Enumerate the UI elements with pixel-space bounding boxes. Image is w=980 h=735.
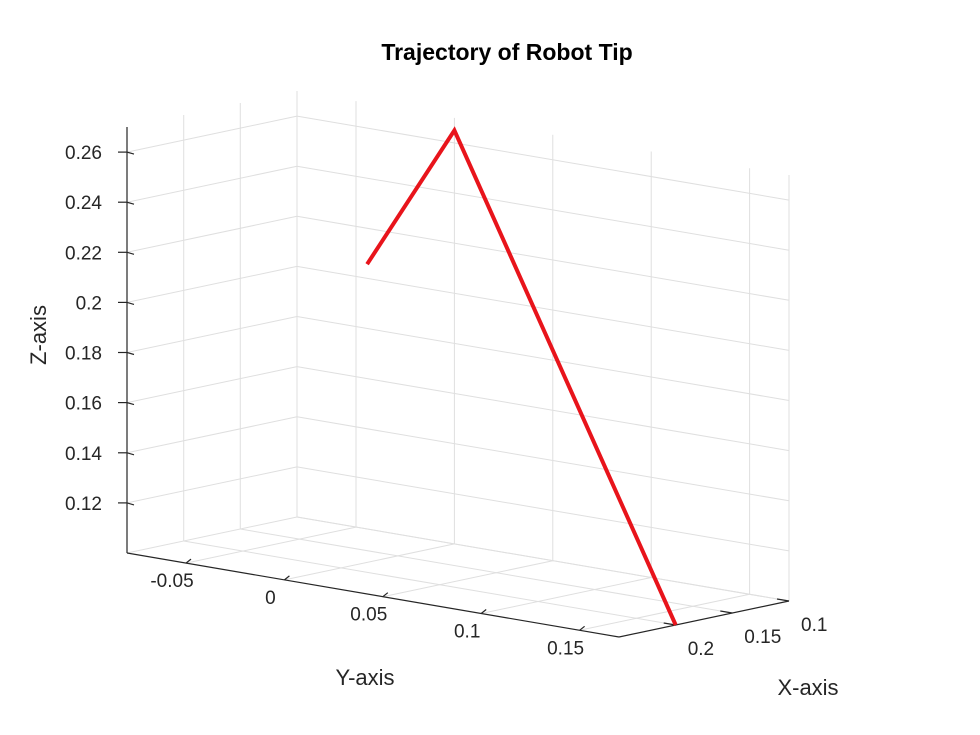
z-tick-mark (126, 351, 135, 356)
z-gridline (296, 165, 790, 251)
z-tick-label: 0.22 (65, 243, 102, 264)
z-gridline (126, 265, 298, 303)
x-tick-mark (720, 610, 733, 614)
y-gridline (481, 577, 652, 614)
z-tick-mark (126, 251, 135, 255)
y-axis-label: Y-axis (335, 665, 394, 690)
z-gridline (126, 165, 298, 203)
z-tick-label: 0.18 (65, 344, 102, 365)
x-tick-mark (776, 598, 790, 602)
z-tick-mark (126, 151, 135, 155)
z-tick-label: 0.14 (65, 444, 102, 465)
floor-back-edge (296, 516, 790, 602)
y-gridline (579, 593, 750, 631)
y-tick-mark (579, 625, 585, 631)
x-tick-label: 0.2 (688, 639, 714, 660)
x-axis-line (618, 600, 790, 638)
y-gridline (185, 526, 357, 564)
z-gridline (126, 115, 298, 153)
x-tick-label: 0.1 (801, 615, 827, 636)
y-axis-line (126, 552, 620, 638)
z-axis-label: Z-axis (26, 305, 51, 365)
z-tick-label: 0.2 (76, 293, 102, 314)
z-gridline (126, 366, 298, 404)
y-tick-mark (284, 575, 290, 581)
trajectory-line (365, 126, 678, 626)
axes-box (118, 127, 790, 638)
x-tick-label: 0.15 (744, 627, 781, 648)
z-tick-mark (126, 201, 135, 205)
series-layer (365, 126, 678, 626)
x-gridline (183, 540, 676, 626)
z-tick-label: 0.24 (65, 193, 102, 214)
y-tick-label: 0.05 (350, 605, 387, 626)
tick-labels: 0.12 0.14 0.16 0.18 0.2 0.22 0.24 0.26 -0.05 0 0.0… (65, 143, 827, 660)
z-tick-mark (126, 402, 135, 406)
y-tick-label: 0 (265, 588, 276, 609)
y-gridline (284, 543, 455, 581)
z-gridline (296, 416, 790, 502)
grid-lines (126, 91, 790, 631)
z-tick-mark (126, 452, 135, 456)
y-tick-label: 0.1 (454, 622, 480, 643)
z-tick-mark (126, 301, 135, 305)
y-tick-mark (480, 609, 487, 614)
y-gridline (382, 560, 553, 598)
z-gridline (126, 215, 298, 253)
x-gridline (240, 528, 733, 614)
x-axis-label: X-axis (777, 675, 838, 700)
z-tick-mark (126, 502, 135, 506)
z-gridline (296, 215, 790, 301)
y-tick-label: 0.15 (547, 638, 584, 659)
z-gridline (296, 366, 790, 452)
y-tick-label: -0.05 (150, 571, 193, 592)
z-tick-label: 0.16 (65, 394, 102, 415)
z-gridline (296, 115, 790, 201)
z-gridline (296, 265, 790, 351)
z-gridline (296, 316, 790, 401)
z-tick-label: 0.12 (65, 494, 102, 515)
z-tick-label: 0.26 (65, 143, 102, 164)
chart-title: Trajectory of Robot Tip (381, 39, 632, 65)
z-gridline (126, 316, 298, 353)
z-gridline (126, 416, 298, 454)
z-gridline (296, 466, 790, 552)
y-tick-mark (382, 592, 389, 598)
y-tick-mark (185, 558, 192, 564)
z-gridline (126, 466, 298, 504)
floor-side-edge (126, 516, 298, 554)
